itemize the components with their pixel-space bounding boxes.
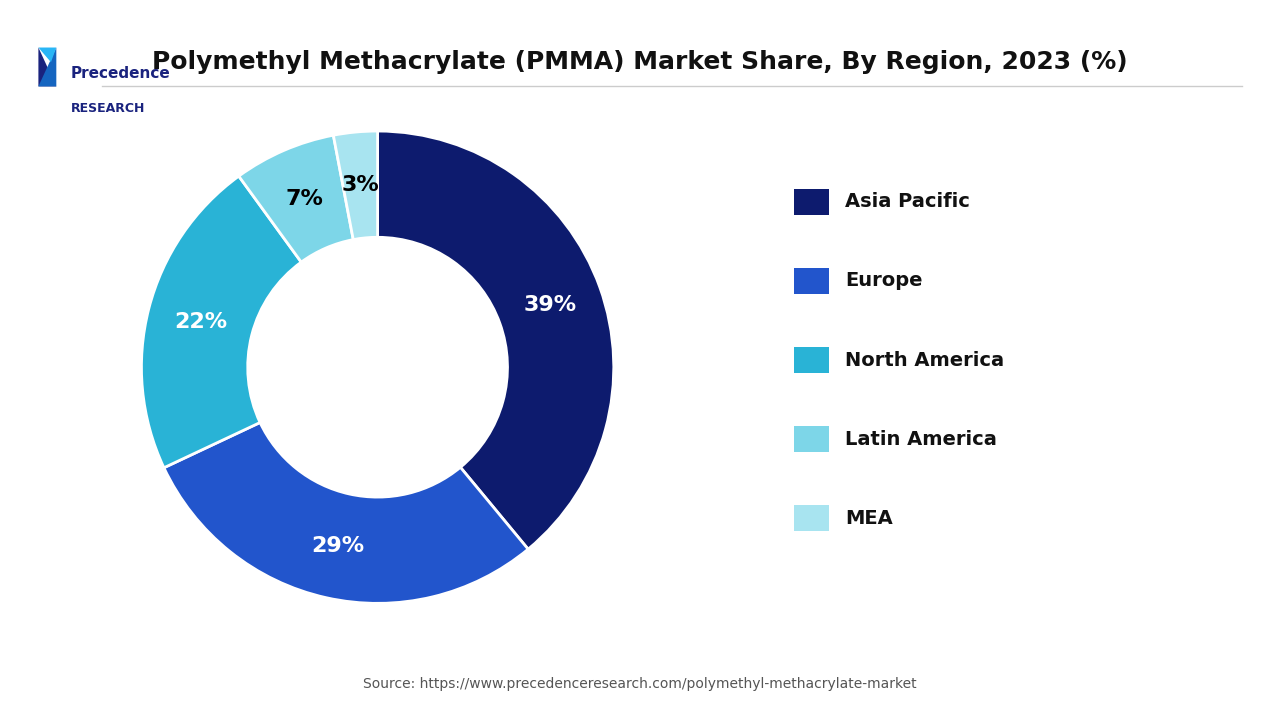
Text: 39%: 39% [524,295,576,315]
Text: Source: https://www.precedenceresearch.com/polymethyl-methacrylate-market: Source: https://www.precedenceresearch.c… [364,678,916,691]
Wedge shape [142,176,301,468]
Polygon shape [38,48,56,86]
Text: Precedence: Precedence [70,66,170,81]
Text: MEA: MEA [845,509,892,528]
Polygon shape [38,48,56,62]
Text: Europe: Europe [845,271,923,290]
Text: 22%: 22% [174,312,227,332]
Text: Asia Pacific: Asia Pacific [845,192,970,211]
Wedge shape [333,131,378,240]
Text: 3%: 3% [342,175,379,195]
Text: RESEARCH: RESEARCH [70,102,145,114]
Wedge shape [239,135,353,262]
Text: 29%: 29% [311,536,365,556]
Text: North America: North America [845,351,1004,369]
Polygon shape [38,48,56,86]
Wedge shape [378,131,613,549]
Text: 7%: 7% [285,189,324,210]
Text: Latin America: Latin America [845,430,997,449]
Text: Polymethyl Methacrylate (PMMA) Market Share, By Region, 2023 (%): Polymethyl Methacrylate (PMMA) Market Sh… [152,50,1128,74]
Wedge shape [164,423,529,603]
